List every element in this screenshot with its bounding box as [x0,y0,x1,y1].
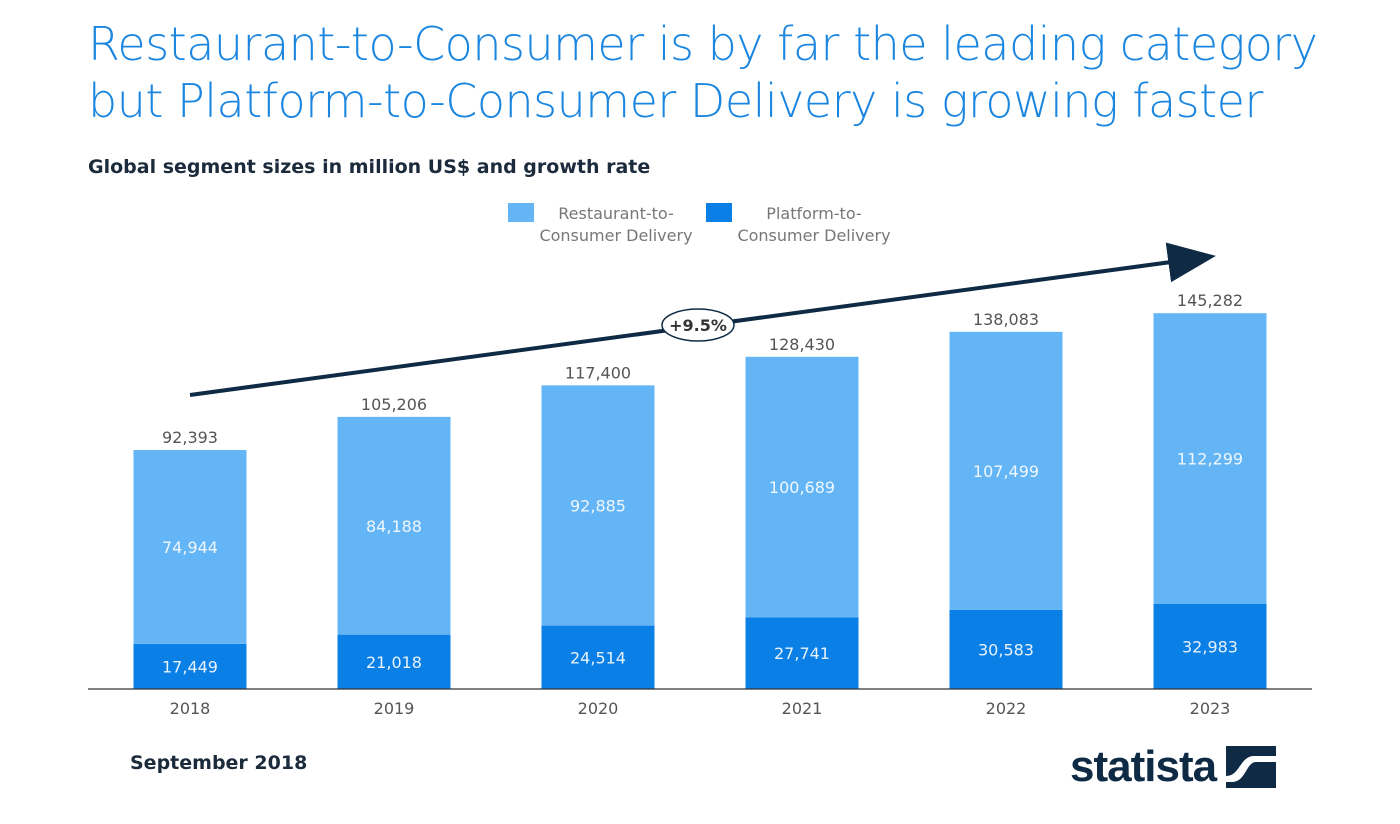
data-label: 112,299 [1177,449,1243,468]
total-label: 92,393 [162,428,218,447]
legend-label: Consumer Delivery [737,226,890,245]
legend-label: Consumer Delivery [539,226,692,245]
data-label: 107,499 [973,462,1039,481]
data-label: 84,188 [366,517,422,536]
bar-segment-restaurant [1153,313,1267,604]
title-line-2: but Platform-to-Consumer Delivery is gro… [88,74,1263,128]
total-label: 138,083 [973,310,1039,329]
legend-label: Restaurant-to- [558,204,674,223]
footer-date: September 2018 [130,752,308,774]
total-label: 105,206 [361,395,427,414]
logo-text: statista [1070,742,1217,791]
bar-segment-restaurant [745,356,859,618]
bar-segment-restaurant [949,331,1063,610]
growth-rate-label: +9.5% [669,316,727,335]
legend-swatch [706,203,732,222]
bar-segment-platform [949,609,1063,689]
data-label: 27,741 [774,644,830,663]
data-label: 92,885 [570,496,626,515]
data-label: 17,449 [162,657,218,676]
data-label: 100,689 [769,478,835,497]
bar-segment-platform [541,625,655,689]
data-label: 32,983 [1182,637,1238,656]
total-label: 128,430 [769,335,835,354]
total-label: 117,400 [565,363,631,382]
data-label: 21,018 [366,653,422,672]
data-label: 30,583 [978,640,1034,659]
page-title: Restaurant-to-Consumer is by far the lea… [88,16,1318,130]
statista-logo-icon [1226,746,1277,788]
legend-label: Platform-to- [766,204,861,223]
x-tick-label: 2018 [170,699,211,718]
bar-segment-platform [745,617,859,689]
bar-segment-platform [133,643,247,689]
x-tick-label: 2023 [1190,699,1231,718]
x-tick-label: 2022 [986,699,1027,718]
x-tick-label: 2019 [374,699,415,718]
bar-segment-restaurant [337,416,451,635]
chart-subtitle: Global segment sizes in million US$ and … [88,156,651,178]
x-tick-label: 2020 [578,699,619,718]
bar-segment-platform [1153,603,1267,689]
x-tick-label: 2021 [782,699,823,718]
bar-segment-restaurant [133,450,247,644]
growth-rate-badge [661,308,735,342]
data-label: 74,944 [162,538,218,557]
bar-segment-platform [337,634,451,689]
total-label: 145,282 [1177,291,1243,310]
statista-logo: statista [1070,742,1277,792]
legend-swatch [508,203,534,222]
title-line-1: Restaurant-to-Consumer is by far the lea… [88,17,1318,71]
bar-segment-restaurant [541,385,655,626]
legend: Restaurant-to- Consumer Delivery Platform-… [508,203,891,245]
data-label: 24,514 [570,648,626,667]
